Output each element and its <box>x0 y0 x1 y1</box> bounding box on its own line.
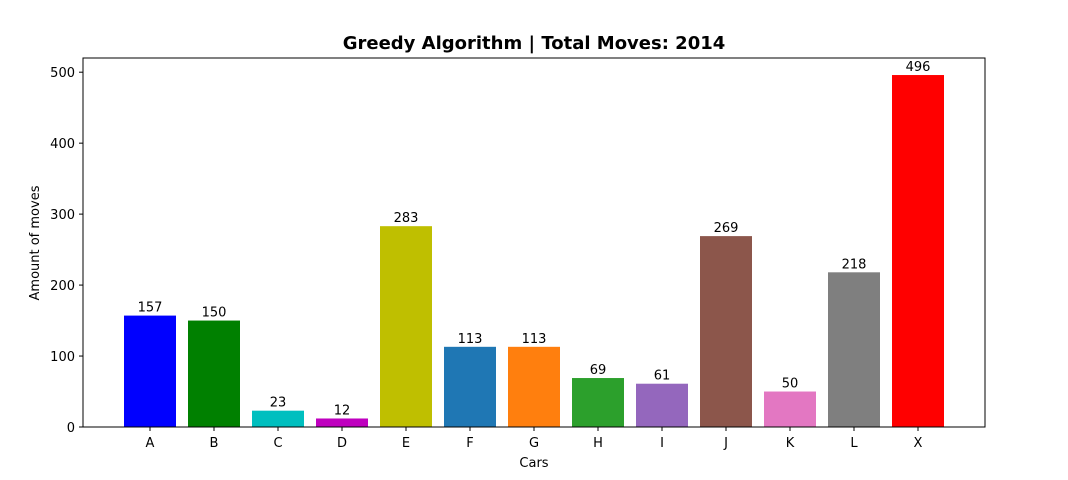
bar-e <box>380 226 432 427</box>
y-axis-label: Amount of moves <box>28 185 43 300</box>
x-tick-label-h: H <box>593 436 603 451</box>
x-tick-label-g: G <box>529 436 539 451</box>
x-tick-label-l: L <box>850 436 858 451</box>
data-label-l: 218 <box>842 257 867 272</box>
data-label-d: 12 <box>334 403 351 418</box>
x-tick-label-b: B <box>210 436 219 451</box>
bar-x <box>892 75 944 428</box>
bar-b <box>188 320 240 427</box>
bar-j <box>700 236 752 427</box>
data-label-b: 150 <box>202 306 227 321</box>
bar-i <box>636 383 688 427</box>
bar-g <box>508 346 560 427</box>
x-tick-label-x: X <box>914 436 923 451</box>
bar-f <box>444 346 496 427</box>
x-axis-label: Cars <box>519 456 548 471</box>
x-tick-label-k: K <box>786 436 795 451</box>
x-tick-label-i: I <box>660 436 664 451</box>
y-tick-label: 0 <box>67 421 75 436</box>
data-label-g: 113 <box>522 332 547 347</box>
chart-title: Greedy Algorithm | Total Moves: 2014 <box>343 33 726 54</box>
data-label-k: 50 <box>782 377 799 392</box>
data-label-e: 283 <box>394 211 419 226</box>
plot-frame <box>82 57 986 428</box>
data-label-i: 61 <box>654 369 671 384</box>
data-label-j: 269 <box>714 221 739 236</box>
data-label-x: 496 <box>906 60 931 75</box>
bars-group: 157 150 23 12 283 113 113 69 61 269 50 218 496 <box>124 60 944 428</box>
y-tick-label: 300 <box>50 208 75 223</box>
x-tick-label-a: A <box>146 436 155 451</box>
bar-a <box>124 315 176 427</box>
data-label-c: 23 <box>270 396 287 411</box>
x-tick-label-j: J <box>723 436 728 451</box>
y-tick-label: 400 <box>50 137 75 152</box>
y-tick-label: 200 <box>50 279 75 294</box>
bar-l <box>828 272 880 427</box>
data-label-a: 157 <box>138 301 163 316</box>
bar-d <box>316 418 368 427</box>
x-tick-label-e: E <box>402 436 410 451</box>
x-tick-label-d: D <box>337 436 347 451</box>
y-axis: 0 100 200 300 400 500 <box>50 66 83 436</box>
data-label-h: 69 <box>590 363 607 378</box>
y-tick-label: 100 <box>50 350 75 365</box>
bar-c <box>252 410 304 427</box>
data-label-f: 113 <box>458 332 483 347</box>
y-tick-label: 500 <box>50 66 75 81</box>
x-tick-label-c: C <box>273 436 282 451</box>
x-tick-label-f: F <box>466 436 473 451</box>
bar-h <box>572 378 624 427</box>
bar-k <box>764 391 816 427</box>
